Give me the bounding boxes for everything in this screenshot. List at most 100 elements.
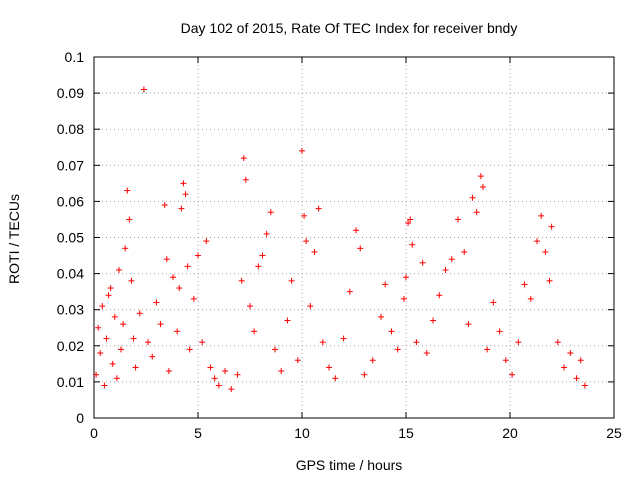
x-tick-label: 10 — [294, 425, 310, 441]
x-tick-label: 15 — [398, 425, 414, 441]
data-point — [284, 317, 291, 324]
data-point — [118, 346, 125, 353]
data-point — [554, 339, 561, 346]
data-point — [113, 375, 120, 382]
data-point — [105, 292, 112, 299]
data-point — [573, 375, 580, 382]
data-point — [419, 259, 426, 266]
data-point — [388, 328, 395, 335]
data-point — [101, 382, 108, 389]
data-point — [346, 288, 353, 295]
data-point — [307, 303, 314, 310]
data-point — [271, 346, 278, 353]
data-point — [95, 324, 102, 331]
data-point — [413, 339, 420, 346]
data-point — [130, 335, 137, 342]
data-point — [326, 364, 333, 371]
axis-ticks: 0 5 10 15 20 25 0 0.01 0.02 0.03 0.04 0.05 0.06 0.07 0… — [57, 49, 622, 441]
data-point — [122, 245, 129, 252]
data-point — [294, 357, 301, 364]
y-tick-label: 0.01 — [57, 374, 84, 390]
y-tick-label: 0.04 — [57, 266, 84, 282]
data-point — [496, 328, 503, 335]
data-point — [176, 285, 183, 292]
data-point — [163, 256, 170, 263]
data-point — [332, 375, 339, 382]
y-tick-label: 0.1 — [65, 49, 85, 65]
data-point — [577, 357, 584, 364]
y-tick-label: 0.02 — [57, 338, 84, 354]
data-point — [263, 230, 270, 237]
data-point — [238, 277, 245, 284]
data-point — [461, 248, 468, 255]
data-point — [184, 263, 191, 270]
data-point — [448, 256, 455, 263]
data-point — [405, 220, 412, 227]
data-point — [548, 223, 555, 230]
data-point — [288, 277, 295, 284]
data-point — [469, 194, 476, 201]
data-point — [203, 238, 210, 245]
data-point — [111, 313, 118, 320]
x-tick-label: 20 — [502, 425, 518, 441]
data-point — [394, 346, 401, 353]
data-point — [477, 173, 484, 180]
data-point — [521, 281, 528, 288]
data-point — [515, 339, 522, 346]
data-point — [174, 328, 181, 335]
x-tick-label: 5 — [194, 425, 202, 441]
data-point — [361, 371, 368, 378]
y-tick-label: 0.09 — [57, 85, 84, 101]
y-tick-label: 0.06 — [57, 193, 84, 209]
data-point — [299, 147, 305, 154]
data-point — [267, 209, 274, 216]
chart-title: Day 102 of 2015, Rate Of TEC Index for r… — [181, 20, 518, 36]
data-point — [140, 86, 147, 93]
data-point — [255, 263, 262, 270]
data-point — [423, 350, 430, 357]
x-tick-label: 25 — [606, 425, 622, 441]
data-point — [97, 350, 104, 357]
data-point — [93, 371, 100, 378]
data-point — [311, 248, 318, 255]
data-point — [409, 241, 416, 248]
data-point — [228, 386, 235, 393]
data-point — [149, 353, 156, 360]
data-point — [259, 252, 266, 259]
data-point — [473, 209, 480, 216]
data-points — [93, 86, 588, 393]
data-point — [465, 321, 472, 328]
data-point — [542, 248, 549, 255]
x-axis-label: GPS time / hours — [296, 457, 403, 473]
data-point — [527, 295, 534, 302]
data-point — [382, 281, 389, 288]
data-point — [99, 303, 106, 310]
data-point — [153, 299, 160, 306]
x-tick-label: 0 — [90, 425, 98, 441]
data-point — [538, 212, 545, 219]
data-point — [195, 252, 201, 259]
data-point — [157, 321, 164, 328]
data-point — [315, 205, 322, 212]
data-point — [442, 266, 449, 273]
data-point — [165, 368, 172, 375]
data-point — [407, 216, 414, 223]
data-point — [567, 350, 574, 357]
data-point — [369, 357, 376, 364]
data-point — [436, 292, 443, 299]
data-point — [132, 364, 139, 371]
data-point — [247, 303, 253, 310]
data-point — [430, 317, 437, 324]
data-point — [215, 382, 222, 389]
data-point — [403, 274, 409, 281]
data-point — [145, 339, 152, 346]
data-point — [502, 357, 509, 364]
data-point — [278, 368, 285, 375]
data-point — [455, 216, 461, 223]
data-point — [534, 238, 541, 245]
data-point — [319, 339, 326, 346]
data-point — [207, 364, 214, 371]
data-point — [484, 346, 491, 353]
data-point — [490, 299, 497, 306]
data-point — [107, 285, 114, 292]
